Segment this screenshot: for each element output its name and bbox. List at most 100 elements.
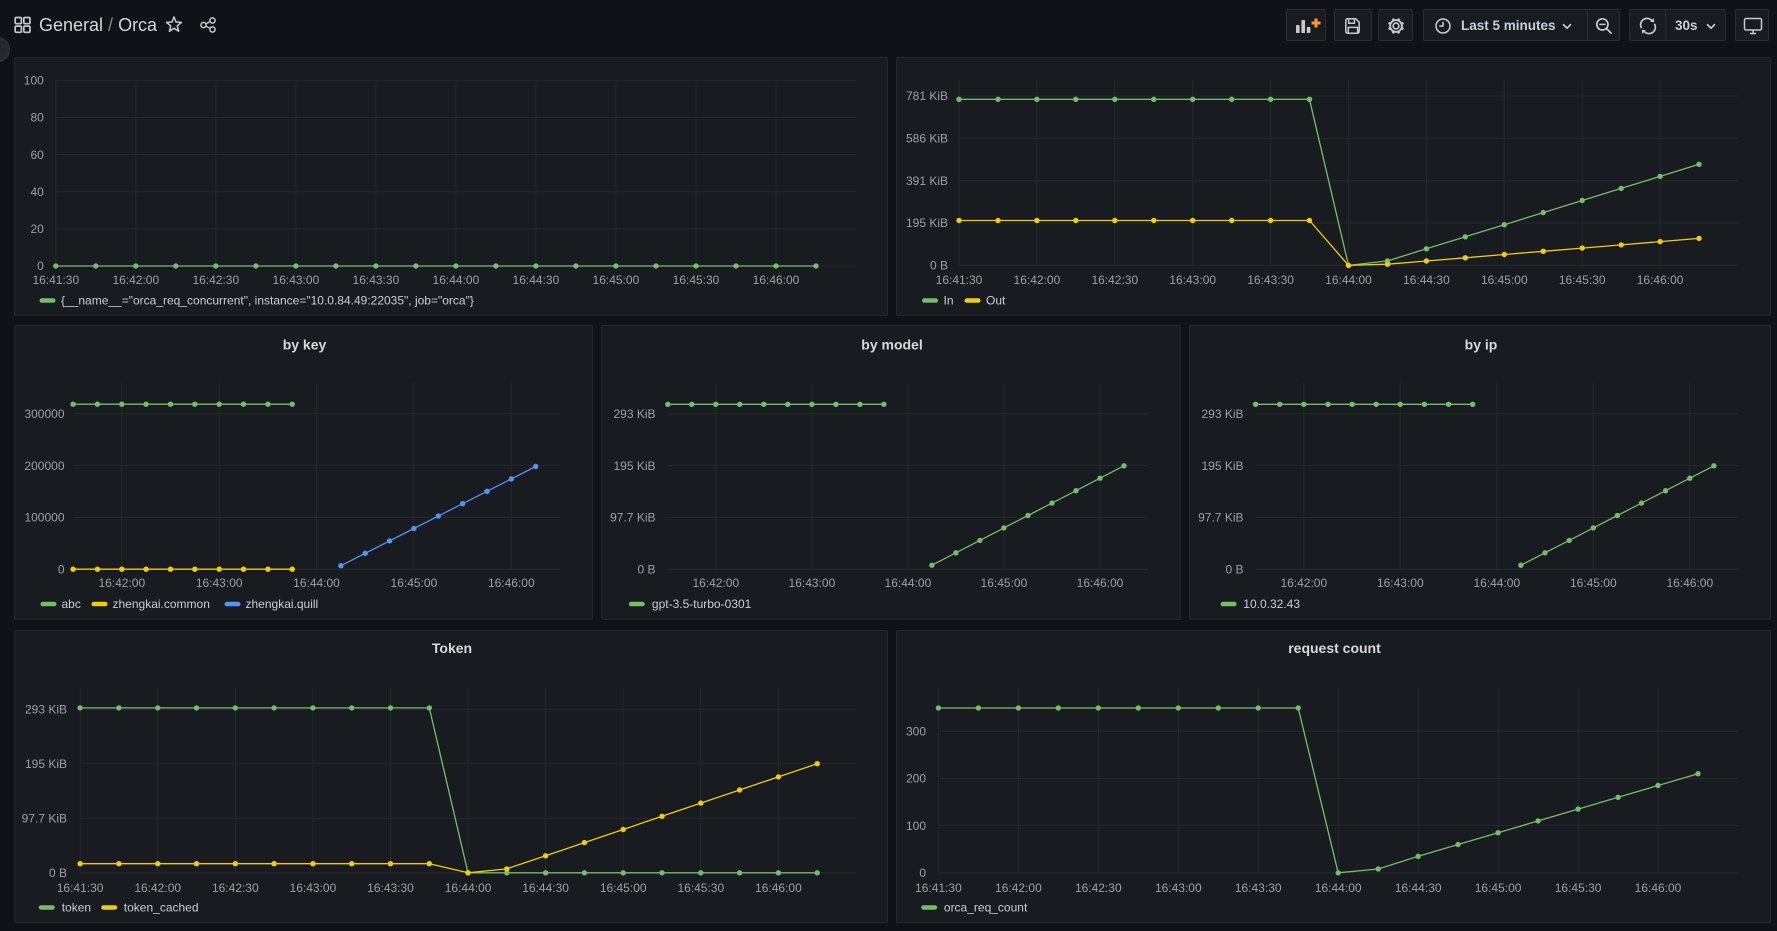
svg-text:16:45:30: 16:45:30 bbox=[1555, 881, 1602, 895]
svg-text:16:45:30: 16:45:30 bbox=[672, 273, 719, 287]
svg-text:195 KiB: 195 KiB bbox=[24, 757, 66, 771]
svg-text:0: 0 bbox=[57, 562, 64, 576]
svg-text:16:45:00: 16:45:00 bbox=[1475, 881, 1522, 895]
svg-text:16:43:00: 16:43:00 bbox=[788, 576, 835, 590]
svg-text:0: 0 bbox=[37, 259, 44, 273]
svg-text:16:42:00: 16:42:00 bbox=[692, 576, 739, 590]
svg-text:abc: abc bbox=[61, 597, 80, 611]
svg-text:by ip: by ip bbox=[1465, 337, 1498, 353]
svg-text:97.7 KiB: 97.7 KiB bbox=[610, 511, 655, 525]
svg-text:16:42:30: 16:42:30 bbox=[1075, 881, 1122, 895]
svg-text:16:44:00: 16:44:00 bbox=[1325, 273, 1372, 287]
svg-text:16:46:00: 16:46:00 bbox=[487, 576, 534, 590]
svg-text:16:42:00: 16:42:00 bbox=[1014, 273, 1061, 287]
svg-text:195 KiB: 195 KiB bbox=[906, 216, 948, 230]
svg-text:300000: 300000 bbox=[24, 407, 64, 421]
svg-text:195 KiB: 195 KiB bbox=[1201, 459, 1243, 473]
svg-text:586 KiB: 586 KiB bbox=[906, 132, 948, 146]
svg-text:16:43:00: 16:43:00 bbox=[1377, 576, 1424, 590]
svg-text:293 KiB: 293 KiB bbox=[613, 407, 655, 421]
svg-text:781 KiB: 781 KiB bbox=[906, 89, 948, 103]
svg-text:200000: 200000 bbox=[24, 459, 64, 473]
svg-text:16:44:00: 16:44:00 bbox=[444, 881, 491, 895]
svg-text:token_cached: token_cached bbox=[123, 901, 198, 915]
svg-text:16:43:00: 16:43:00 bbox=[1155, 881, 1202, 895]
svg-text:16:41:30: 16:41:30 bbox=[915, 881, 962, 895]
svg-text:In: In bbox=[944, 294, 954, 308]
svg-text:16:45:30: 16:45:30 bbox=[1559, 273, 1606, 287]
svg-text:0: 0 bbox=[919, 866, 926, 880]
svg-text:by model: by model bbox=[861, 337, 922, 353]
svg-text:16:44:00: 16:44:00 bbox=[1315, 881, 1362, 895]
svg-text:16:42:30: 16:42:30 bbox=[211, 881, 258, 895]
svg-text:16:44:30: 16:44:30 bbox=[1403, 273, 1450, 287]
svg-text:zhengkai.common: zhengkai.common bbox=[112, 597, 209, 611]
svg-text:16:44:30: 16:44:30 bbox=[522, 881, 569, 895]
svg-text:16:44:00: 16:44:00 bbox=[293, 576, 340, 590]
svg-text:16:46:00: 16:46:00 bbox=[755, 881, 802, 895]
svg-text:Token: Token bbox=[431, 640, 471, 656]
svg-text:16:43:00: 16:43:00 bbox=[1169, 273, 1216, 287]
svg-text:16:46:00: 16:46:00 bbox=[1666, 576, 1713, 590]
svg-text:100000: 100000 bbox=[24, 511, 64, 525]
svg-text:16:42:00: 16:42:00 bbox=[112, 273, 159, 287]
svg-text:293 KiB: 293 KiB bbox=[24, 702, 66, 716]
svg-text:gpt-3.5-turbo-0301: gpt-3.5-turbo-0301 bbox=[651, 597, 751, 611]
svg-text:Out: Out bbox=[986, 294, 1006, 308]
svg-text:16:42:30: 16:42:30 bbox=[1091, 273, 1138, 287]
svg-text:100: 100 bbox=[23, 74, 43, 88]
svg-text:{__name__="orca_req_concurrent: {__name__="orca_req_concurrent", instanc… bbox=[61, 294, 474, 308]
svg-text:300: 300 bbox=[906, 724, 926, 738]
svg-text:0 B: 0 B bbox=[48, 866, 66, 880]
svg-text:0 B: 0 B bbox=[637, 562, 655, 576]
svg-text:200: 200 bbox=[906, 772, 926, 786]
svg-text:80: 80 bbox=[30, 111, 44, 125]
svg-text:16:42:00: 16:42:00 bbox=[98, 576, 145, 590]
svg-text:16:45:00: 16:45:00 bbox=[1570, 576, 1617, 590]
svg-text:16:45:00: 16:45:00 bbox=[599, 881, 646, 895]
svg-text:40: 40 bbox=[30, 185, 44, 199]
svg-text:16:45:00: 16:45:00 bbox=[390, 576, 437, 590]
svg-text:293 KiB: 293 KiB bbox=[1201, 407, 1243, 421]
svg-text:16:46:00: 16:46:00 bbox=[1637, 273, 1684, 287]
svg-text:16:46:00: 16:46:00 bbox=[752, 273, 799, 287]
svg-text:16:43:00: 16:43:00 bbox=[289, 881, 336, 895]
svg-text:16:42:30: 16:42:30 bbox=[192, 273, 239, 287]
svg-text:16:43:00: 16:43:00 bbox=[195, 576, 242, 590]
svg-text:zhengkai.quill: zhengkai.quill bbox=[245, 597, 318, 611]
svg-text:20: 20 bbox=[30, 222, 44, 236]
svg-text:16:43:30: 16:43:30 bbox=[1235, 881, 1282, 895]
svg-text:195 KiB: 195 KiB bbox=[613, 459, 655, 473]
svg-text:16:44:00: 16:44:00 bbox=[432, 273, 479, 287]
svg-text:16:43:30: 16:43:30 bbox=[367, 881, 414, 895]
svg-text:16:46:00: 16:46:00 bbox=[1076, 576, 1123, 590]
svg-text:16:44:30: 16:44:30 bbox=[512, 273, 559, 287]
svg-text:16:44:30: 16:44:30 bbox=[1395, 881, 1442, 895]
svg-text:16:45:30: 16:45:30 bbox=[677, 881, 724, 895]
svg-text:16:42:00: 16:42:00 bbox=[134, 881, 181, 895]
svg-text:16:43:00: 16:43:00 bbox=[272, 273, 319, 287]
svg-text:16:44:00: 16:44:00 bbox=[884, 576, 931, 590]
svg-text:by key: by key bbox=[282, 337, 326, 353]
svg-text:16:41:30: 16:41:30 bbox=[56, 881, 103, 895]
svg-text:97.7 KiB: 97.7 KiB bbox=[21, 812, 66, 826]
svg-text:16:44:00: 16:44:00 bbox=[1473, 576, 1520, 590]
svg-text:100: 100 bbox=[906, 819, 926, 833]
svg-text:16:43:30: 16:43:30 bbox=[1247, 273, 1294, 287]
svg-text:391 KiB: 391 KiB bbox=[906, 174, 948, 188]
svg-text:16:45:00: 16:45:00 bbox=[980, 576, 1027, 590]
svg-text:16:41:30: 16:41:30 bbox=[936, 273, 983, 287]
svg-text:0 B: 0 B bbox=[930, 259, 948, 273]
svg-text:16:45:00: 16:45:00 bbox=[1481, 273, 1528, 287]
svg-text:16:42:00: 16:42:00 bbox=[995, 881, 1042, 895]
svg-text:16:45:00: 16:45:00 bbox=[592, 273, 639, 287]
svg-text:0 B: 0 B bbox=[1225, 562, 1243, 576]
svg-text:request count: request count bbox=[1288, 640, 1381, 656]
svg-text:16:46:00: 16:46:00 bbox=[1635, 881, 1682, 895]
svg-text:16:41:30: 16:41:30 bbox=[32, 273, 79, 287]
svg-text:token: token bbox=[61, 901, 90, 915]
svg-text:60: 60 bbox=[30, 148, 44, 162]
svg-text:16:43:30: 16:43:30 bbox=[352, 273, 399, 287]
svg-text:97.7 KiB: 97.7 KiB bbox=[1198, 511, 1243, 525]
svg-text:orca_req_count: orca_req_count bbox=[944, 901, 1028, 915]
